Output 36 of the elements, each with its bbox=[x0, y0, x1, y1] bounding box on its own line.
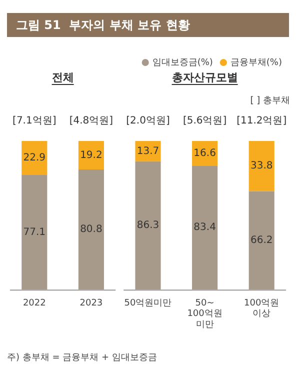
bar bbox=[248, 141, 274, 192]
data-label: 13.7 bbox=[136, 146, 160, 157]
data-label: 86.3 bbox=[136, 220, 160, 232]
text: 총자산규모별 bbox=[170, 70, 239, 85]
bar bbox=[22, 141, 48, 176]
x-tick-label: 2022 bbox=[22, 298, 46, 308]
data-label: 77.1 bbox=[23, 226, 46, 238]
text: 주) 총부채 = 금융부채 + 임대보증금 bbox=[7, 352, 157, 364]
data-label: 83.4 bbox=[194, 222, 216, 234]
annotation: [4.8억원] bbox=[69, 116, 114, 127]
bar bbox=[192, 166, 218, 290]
bar bbox=[135, 141, 161, 162]
bar bbox=[78, 141, 104, 170]
data-label: 33.8 bbox=[250, 160, 273, 172]
data-label: 80.8 bbox=[80, 224, 102, 236]
data-label: 16.6 bbox=[194, 148, 216, 159]
annotation: [2.0억원] bbox=[126, 116, 170, 127]
chart-title: 그림 51 부자의 부채 보유 현황 bbox=[7, 13, 289, 37]
text: [ ] 총부채 bbox=[250, 95, 290, 107]
annotation: [7.1억원] bbox=[12, 116, 56, 127]
data-label: 19.2 bbox=[80, 150, 102, 161]
x-tick-label: 100억원 이상 bbox=[244, 298, 280, 320]
x-tick-label: 50~100억원 미만 bbox=[187, 298, 222, 330]
text: 전체 bbox=[50, 70, 75, 85]
annotation: [5.6억원] bbox=[182, 116, 227, 127]
x-tick-label: 2023 bbox=[80, 298, 103, 308]
bar bbox=[78, 170, 104, 290]
legend-label: 임대보증금(%) bbox=[152, 58, 213, 68]
annotation: [11.2억원] bbox=[236, 116, 287, 127]
bar bbox=[135, 161, 161, 290]
data-label: 66.2 bbox=[250, 235, 273, 246]
bar bbox=[248, 191, 274, 290]
data-label: 22.9 bbox=[23, 152, 46, 164]
bar bbox=[22, 175, 48, 290]
legend-label: 금융부채(%) bbox=[230, 58, 282, 68]
x-tick-label: 50억원미만 bbox=[124, 298, 172, 308]
